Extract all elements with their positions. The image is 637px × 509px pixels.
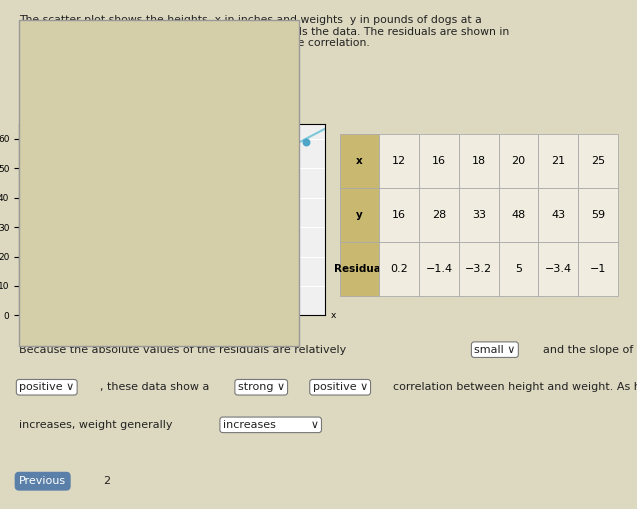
Text: positive ∨: positive ∨: [19, 382, 75, 392]
Text: increases          ∨: increases ∨: [223, 420, 318, 430]
Point: [167, 214, 177, 222]
X-axis label: Height (inches): Height (inches): [132, 337, 212, 347]
Text: small ∨: small ∨: [474, 345, 515, 355]
Point: [205, 170, 215, 178]
Text: strong ∨: strong ∨: [238, 382, 285, 392]
Text: positive ∨: positive ∨: [313, 382, 368, 392]
Text: increases, weight generally: increases, weight generally: [19, 420, 173, 430]
Text: and the slope of the line of fit is: and the slope of the line of fit is: [543, 345, 637, 355]
Point: [129, 229, 139, 237]
Text: y: y: [23, 114, 28, 123]
Text: 2: 2: [103, 476, 110, 486]
Title: Dog Sizes: Dog Sizes: [138, 110, 206, 123]
Point: [52, 264, 62, 272]
Point: [301, 137, 311, 146]
Text: Previous: Previous: [19, 476, 66, 486]
Text: y = 3.4x − 25: y = 3.4x − 25: [105, 282, 168, 291]
Text: x: x: [331, 312, 336, 320]
Text: correlation between height and weight. As height: correlation between height and weight. A…: [393, 382, 637, 392]
Text: Because the absolute values of the residuals are relatively: Because the absolute values of the resid…: [19, 345, 347, 355]
Point: [224, 185, 234, 193]
Text: , these data show a: , these data show a: [100, 382, 210, 392]
Text: The scatter plot shows the heights  x in inches and weights  y in pounds of dogs: The scatter plot shows the heights x in …: [19, 15, 510, 48]
